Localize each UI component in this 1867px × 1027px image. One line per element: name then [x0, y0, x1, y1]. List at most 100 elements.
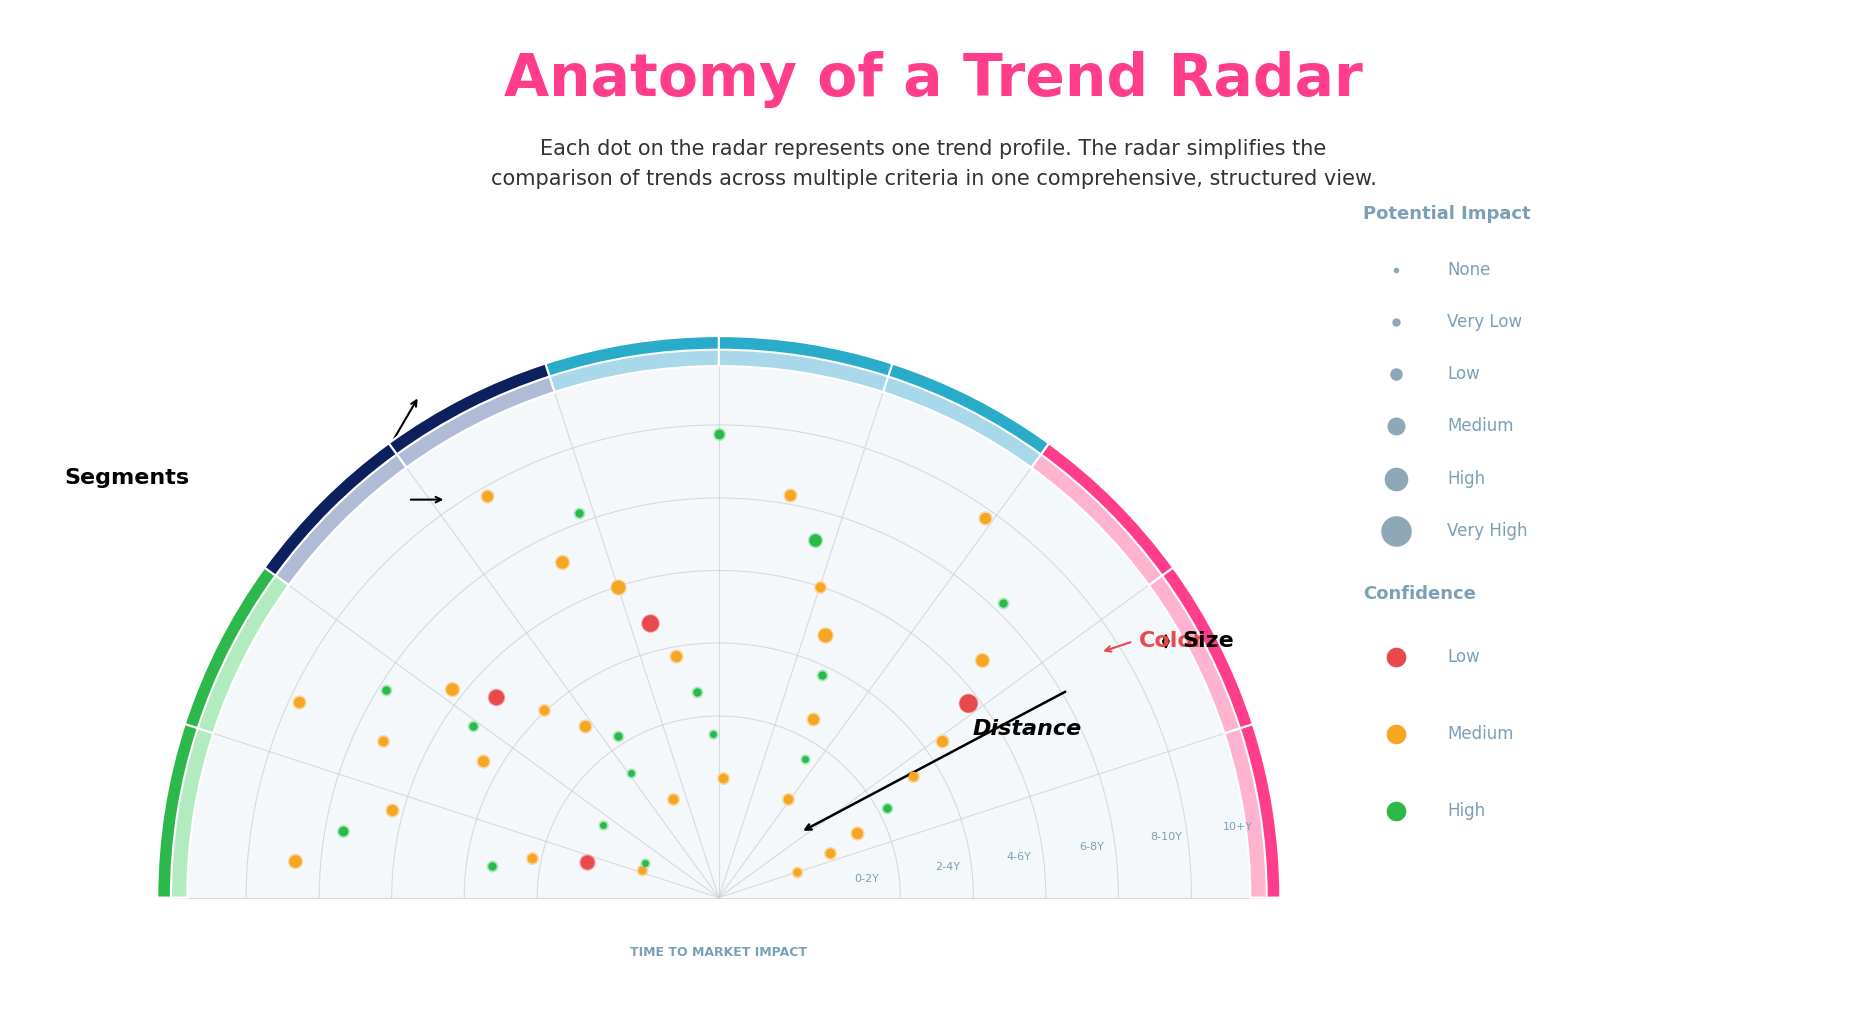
Text: Each dot on the radar represents one trend profile. The radar simplifies the: Each dot on the radar represents one tre…: [540, 139, 1327, 158]
Point: [790, 751, 820, 767]
Text: High: High: [1447, 469, 1484, 488]
Point: [799, 531, 829, 547]
Text: Color: Color: [1139, 632, 1204, 651]
Wedge shape: [265, 444, 407, 585]
Point: [775, 487, 805, 503]
Point: [368, 732, 398, 749]
Point: [773, 791, 803, 807]
Wedge shape: [1225, 724, 1281, 898]
Text: Anatomy of a Trend Radar: Anatomy of a Trend Radar: [504, 51, 1363, 109]
Point: [457, 718, 487, 734]
Text: comparison of trends across multiple criteria in one comprehensive, structured v: comparison of trends across multiple cri…: [491, 169, 1376, 189]
Point: [627, 862, 657, 878]
Wedge shape: [719, 336, 892, 392]
Text: 6-8Y: 6-8Y: [1079, 842, 1103, 852]
Wedge shape: [185, 568, 289, 733]
Wedge shape: [265, 444, 398, 575]
Point: [967, 652, 997, 669]
Point: [928, 733, 958, 750]
Point: [547, 554, 577, 570]
Point: [799, 712, 829, 728]
Text: Very High: Very High: [1447, 522, 1527, 540]
Point: [635, 614, 665, 631]
Text: Potential Impact: Potential Impact: [1363, 205, 1531, 224]
Point: [616, 764, 646, 781]
Point: [952, 694, 982, 711]
Wedge shape: [1040, 444, 1172, 575]
Text: Low: Low: [1447, 366, 1481, 383]
Point: [528, 702, 558, 719]
Point: [805, 578, 835, 595]
Wedge shape: [157, 724, 213, 898]
Text: 10+Y: 10+Y: [1223, 822, 1253, 832]
Text: High: High: [1447, 802, 1484, 821]
Point: [469, 753, 498, 769]
Point: [478, 858, 508, 874]
Point: [708, 769, 737, 786]
Point: [457, 718, 487, 734]
Point: [898, 768, 928, 785]
Point: [657, 791, 687, 807]
Point: [564, 505, 594, 522]
Point: [952, 694, 982, 711]
Point: [437, 681, 467, 697]
Point: [469, 753, 498, 769]
Point: [482, 689, 512, 706]
Point: [790, 751, 820, 767]
Point: [629, 854, 659, 871]
Point: [708, 769, 737, 786]
Point: [816, 844, 846, 861]
Point: [368, 732, 398, 749]
Point: [372, 681, 401, 697]
Point: [782, 864, 812, 880]
Point: [329, 823, 358, 839]
Point: [816, 844, 846, 861]
Wedge shape: [545, 336, 719, 377]
Text: None: None: [1447, 261, 1490, 279]
Wedge shape: [545, 336, 719, 392]
Wedge shape: [883, 364, 1049, 467]
Point: [329, 823, 358, 839]
Text: Confidence: Confidence: [1363, 585, 1475, 604]
Point: [377, 802, 407, 819]
Point: [988, 596, 1018, 612]
Point: [988, 596, 1018, 612]
Point: [284, 693, 314, 710]
Point: [898, 768, 928, 785]
Point: [377, 802, 407, 819]
Text: Low: Low: [1447, 648, 1481, 667]
Point: [482, 689, 512, 706]
Text: Medium: Medium: [1447, 725, 1514, 744]
Point: [571, 854, 601, 871]
Point: [842, 825, 872, 841]
Text: TIME TO MARKET IMPACT: TIME TO MARKET IMPACT: [631, 946, 807, 958]
Point: [969, 509, 999, 526]
Text: Size: Size: [1182, 632, 1234, 651]
Point: [872, 800, 902, 816]
Point: [517, 849, 547, 866]
Point: [967, 652, 997, 669]
Point: [661, 648, 691, 664]
Text: Medium: Medium: [1447, 417, 1514, 435]
Point: [627, 862, 657, 878]
Point: [588, 817, 618, 834]
Text: 2-4Y: 2-4Y: [935, 863, 960, 872]
Point: [284, 693, 314, 710]
Point: [704, 426, 734, 443]
Point: [629, 854, 659, 871]
Point: [571, 854, 601, 871]
Point: [810, 626, 840, 643]
Wedge shape: [157, 724, 198, 898]
Wedge shape: [388, 364, 554, 467]
Text: Distance: Distance: [973, 720, 1081, 739]
Point: [478, 858, 508, 874]
Point: [588, 817, 618, 834]
Point: [808, 668, 838, 684]
Point: [782, 864, 812, 880]
Point: [547, 554, 577, 570]
Polygon shape: [157, 336, 1281, 898]
Point: [569, 718, 599, 734]
Point: [280, 852, 310, 869]
Wedge shape: [388, 364, 549, 454]
Text: Very Low: Very Low: [1447, 313, 1522, 332]
